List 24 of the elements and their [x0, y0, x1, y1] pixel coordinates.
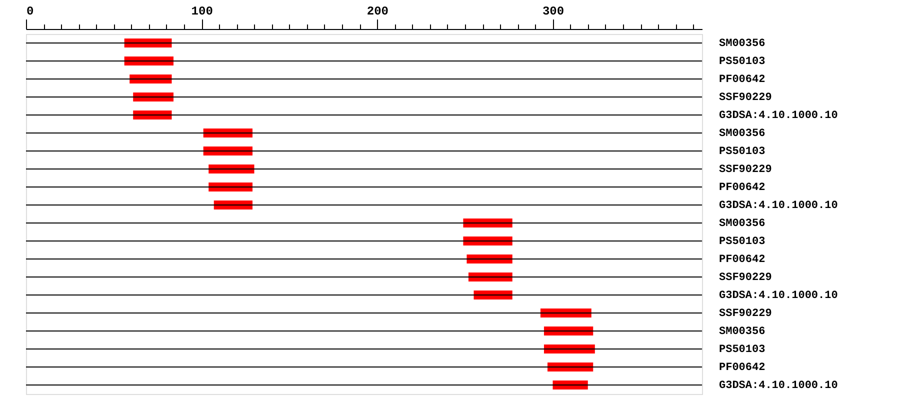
- y-tick-label: PS50103: [719, 56, 766, 68]
- y-tick-label: PF00642: [719, 74, 766, 86]
- x-tick-label: 0: [26, 4, 34, 18]
- y-tick-label: SM00356: [719, 218, 766, 230]
- y-tick-label: SSF90229: [719, 92, 772, 104]
- y-tick-label: SSF90229: [719, 164, 772, 176]
- y-tick-label: G3DSA:4.10.1000.10: [719, 290, 838, 302]
- y-tick-label: SSF90229: [719, 308, 772, 320]
- y-tick-label: PS50103: [719, 236, 766, 248]
- y-tick-label: PS50103: [719, 344, 766, 356]
- x-tick-label: 300: [542, 4, 564, 18]
- y-tick-label: SM00356: [719, 38, 766, 50]
- x-tick-label: 100: [191, 4, 213, 18]
- y-tick-label: SM00356: [719, 326, 766, 338]
- y-tick-label: G3DSA:4.10.1000.10: [719, 380, 838, 392]
- x-tick-label: 200: [366, 4, 388, 18]
- y-tick-label: SSF90229: [719, 272, 772, 284]
- y-tick-label: G3DSA:4.10.1000.10: [719, 110, 838, 122]
- y-tick-label: PF00642: [719, 182, 766, 194]
- y-tick-label: PS50103: [719, 146, 766, 158]
- y-tick-label: G3DSA:4.10.1000.10: [719, 200, 838, 212]
- y-tick-label: PF00642: [719, 254, 766, 266]
- y-tick-label: SM00356: [719, 128, 766, 140]
- y-tick-label: PF00642: [719, 362, 766, 374]
